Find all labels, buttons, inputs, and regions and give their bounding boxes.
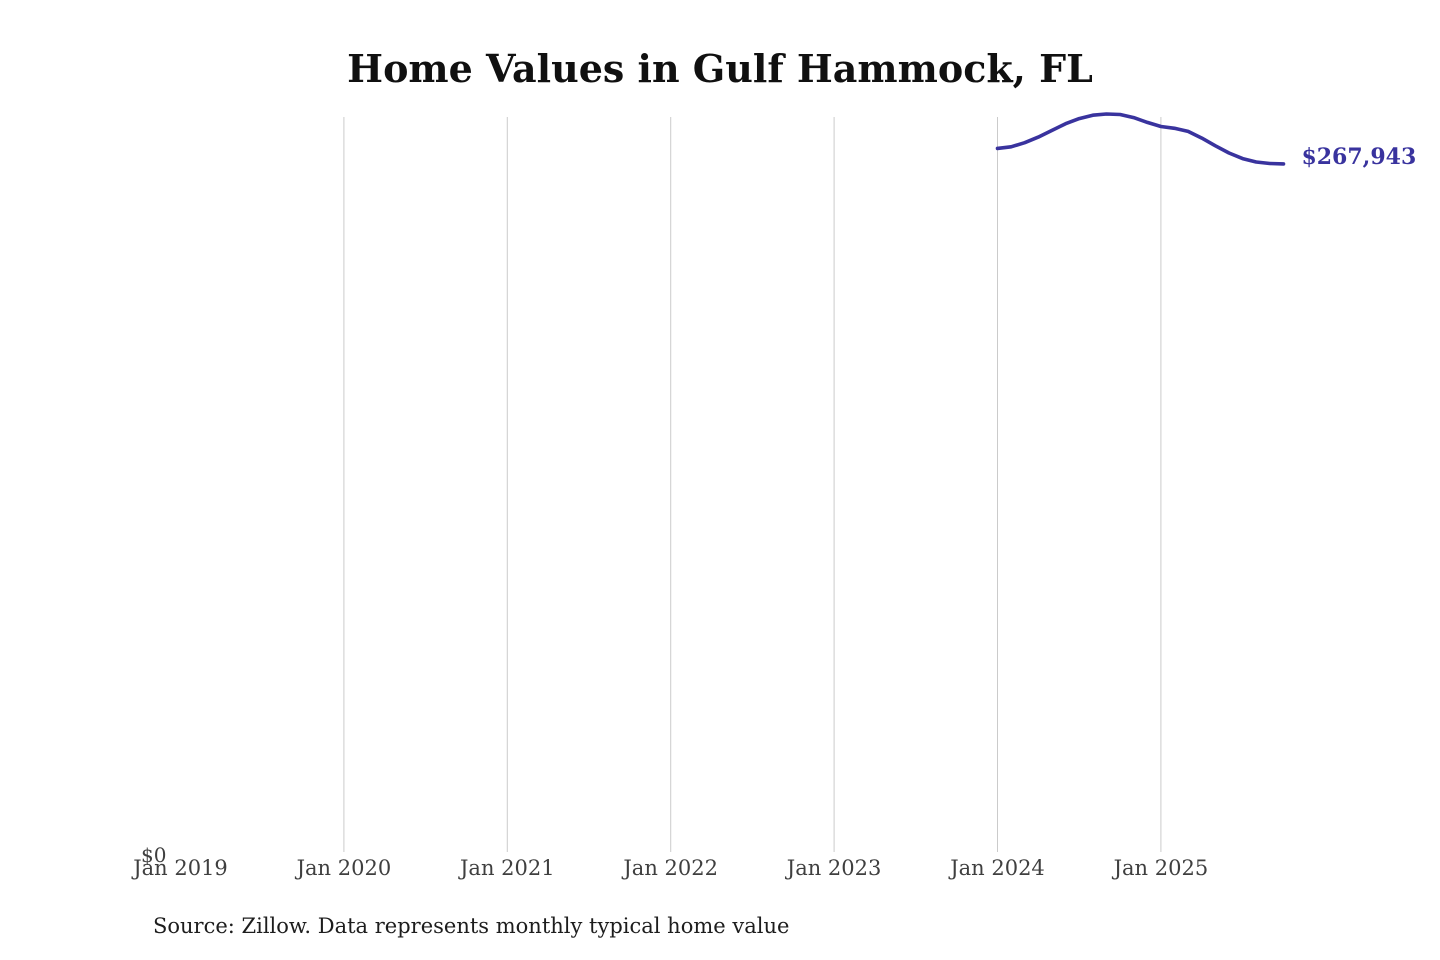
chart-title: Home Values in Gulf Hammock, FL xyxy=(347,46,1093,91)
source-note: Source: Zillow. Data represents monthly … xyxy=(153,914,790,938)
home-value-line xyxy=(995,112,1286,166)
x-tick-label: Jan 2024 xyxy=(950,856,1045,880)
x-tick-label: Jan 2021 xyxy=(460,856,555,880)
y-axis-zero-label: $0 xyxy=(141,843,167,867)
latest-value-label: $267,943 xyxy=(1301,143,1417,170)
x-tick-label: Jan 2019 xyxy=(133,856,228,880)
x-tick-label: Jan 2025 xyxy=(1113,856,1209,880)
x-tick-label: Jan 2020 xyxy=(296,856,392,880)
x-tick-label: Jan 2022 xyxy=(623,856,718,880)
x-tick-label: Jan 2023 xyxy=(786,856,882,880)
